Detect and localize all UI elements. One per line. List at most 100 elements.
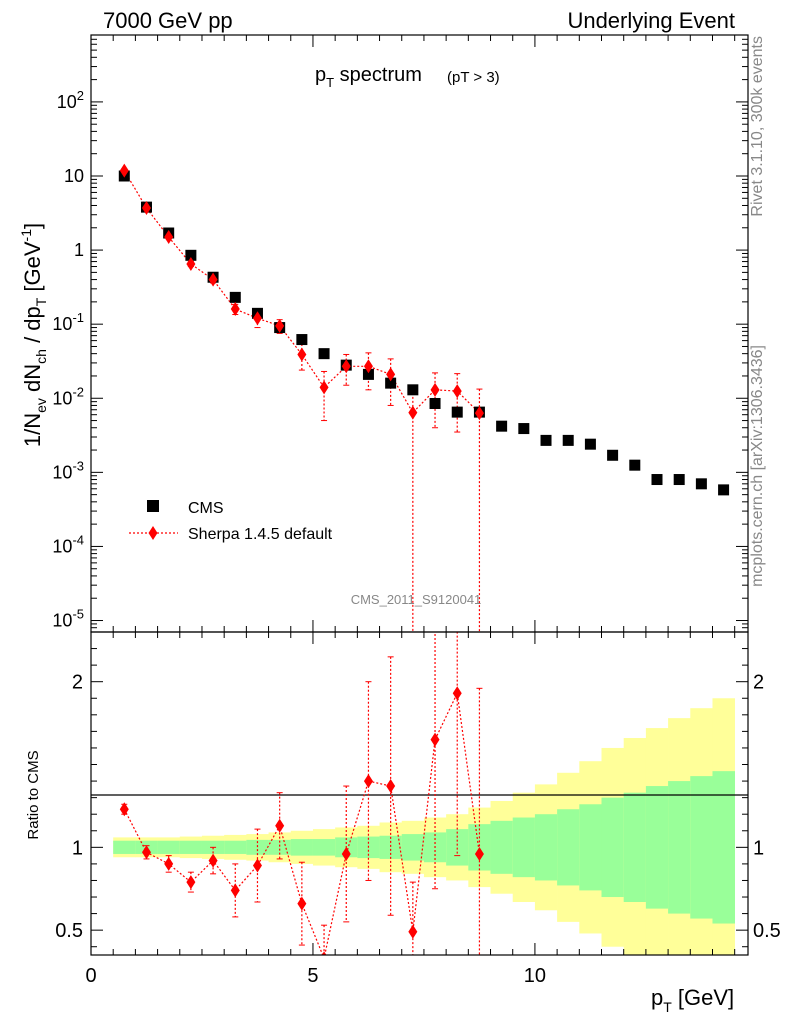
main-y-tick-label: 1	[74, 240, 84, 260]
ratio-band-inner	[446, 829, 469, 866]
sherpa-point	[119, 163, 129, 178]
ratio-frame	[90, 631, 749, 956]
sherpa-point	[275, 318, 285, 333]
cms-point	[318, 348, 330, 360]
cms-point	[562, 434, 574, 446]
cms-point	[362, 368, 374, 380]
ratio-sherpa-point	[408, 924, 418, 939]
ratio-band-inner	[579, 804, 602, 891]
legend-sherpa-marker	[148, 526, 158, 540]
header-right: Underlying Event	[567, 8, 735, 33]
cms-point	[451, 406, 463, 418]
ratio-band-inner	[157, 840, 181, 854]
sherpa-point	[430, 382, 440, 397]
x-axis-label: pT [GeV]	[651, 985, 734, 1015]
sherpa-point	[474, 406, 484, 421]
ratio-band-inner	[668, 781, 691, 914]
ratio-y-tick-label-right: 1	[753, 837, 764, 859]
ratio-y-tick-label-left: 1	[72, 837, 83, 859]
ratio-band-inner	[401, 834, 425, 861]
ratio-sherpa-line	[123, 691, 481, 955]
cms-point	[629, 459, 641, 471]
legend-cms-marker	[147, 500, 159, 512]
cms-point	[584, 438, 596, 450]
ratio-sherpa-point	[252, 858, 262, 873]
ratio-sherpa-point	[164, 856, 174, 871]
main-panel: 10-5 10-4 10-3 10-2 10-1 1 10 102 pT spectrum (…	[18, 34, 749, 633]
legend-sherpa-label: Sherpa 1.4.5 default	[188, 526, 333, 543]
ratio-sherpa-point	[341, 846, 351, 861]
ratio-axes: 0 5 10 0.5 0.5 1 1 2 2	[55, 632, 781, 987]
cms-point	[296, 334, 308, 346]
cms-point	[651, 474, 663, 486]
ratio-band-inner	[268, 839, 292, 855]
ratio-sherpa-point	[119, 802, 129, 817]
sherpa-point	[341, 359, 351, 374]
sherpa-point	[164, 230, 174, 245]
x-tick-label: 0	[85, 965, 96, 987]
ratio-y-axis-label: Ratio to CMS	[25, 750, 42, 839]
ratio-y-tick-label-right: 0.5	[753, 920, 781, 942]
sherpa-point	[386, 367, 396, 382]
analysis-watermark: CMS_2011_S9120041	[351, 592, 482, 607]
ratio-y-tick-label-left: 2	[72, 672, 83, 694]
ratio-uncertainty-bands	[113, 698, 735, 955]
sherpa-point	[452, 384, 462, 399]
legend: CMS Sherpa 1.4.5 default	[129, 500, 333, 543]
ratio-band-inner	[113, 840, 136, 854]
svg-text:1/Nev dNch / dpT [GeV-1]: 1/Nev dNch / dpT [GeV-1]	[18, 223, 49, 447]
rivet-version-label: Rivet 3.1.10, 300k events	[749, 36, 766, 217]
cms-point	[429, 397, 441, 409]
cms-point	[607, 449, 619, 461]
sherpa-point	[363, 359, 373, 374]
main-y-tick-label: 102	[57, 88, 84, 112]
cms-point	[229, 291, 241, 303]
ratio-sherpa-point	[452, 686, 462, 701]
ratio-band-inner	[690, 776, 713, 919]
cms-point	[518, 423, 530, 435]
cms-point	[695, 478, 707, 490]
mcplots-label: mcplots.cern.ch [arXiv:1306.3436]	[749, 345, 766, 587]
ratio-band-inner	[312, 839, 336, 856]
ratio-y-tick-label-right: 2	[753, 672, 764, 694]
main-axes: 10-5 10-4 10-3 10-2 10-1 1 10 102	[52, 34, 748, 633]
ratio-band-inner	[645, 786, 669, 909]
svg-text:pT [GeV]: pT [GeV]	[651, 985, 734, 1015]
ratio-sherpa-point	[186, 875, 196, 890]
main-y-tick-label: 10-2	[52, 384, 84, 408]
ratio-sherpa-point	[230, 883, 240, 898]
ratio-sherpa-point	[275, 818, 285, 833]
main-y-tick-label: 10-1	[52, 310, 84, 334]
ratio-band-inner	[623, 792, 647, 902]
main-y-tick-label: 10-3	[52, 458, 84, 482]
ratio-y-tick-label-left: 0.5	[55, 920, 83, 942]
ratio-sherpa-point	[321, 951, 327, 955]
ratio-sherpa-point	[430, 732, 440, 747]
sherpa-point	[141, 200, 151, 215]
sherpa-point	[186, 256, 196, 271]
x-tick-label: 10	[524, 965, 546, 987]
ratio-sherpa-point	[474, 846, 484, 861]
ratio-sherpa-point	[208, 853, 218, 868]
ratio-band-inner	[290, 839, 314, 856]
ratio-band-inner	[534, 814, 558, 881]
ratio-sherpa-point	[386, 779, 396, 794]
x-tick-label: 5	[307, 965, 318, 987]
cms-point	[496, 420, 508, 432]
cms-point	[407, 384, 419, 396]
ratio-sherpa-point	[141, 845, 151, 860]
ratio-band-inner	[490, 820, 514, 874]
ratio-band-inner	[224, 840, 247, 854]
cms-point	[718, 484, 730, 496]
main-plot-area	[118, 163, 730, 632]
cms-point	[385, 377, 397, 389]
sherpa-point	[230, 302, 240, 317]
sherpa-point	[297, 347, 307, 362]
main-y-tick-label: 10-5	[52, 607, 84, 631]
main-y-axis-label: 1/Nev dNch / dpT [GeV-1]	[18, 223, 49, 447]
sherpa-point	[319, 380, 329, 395]
ratio-band-inner	[246, 839, 269, 855]
sherpa-point	[252, 311, 262, 326]
sherpa-point	[408, 405, 418, 420]
